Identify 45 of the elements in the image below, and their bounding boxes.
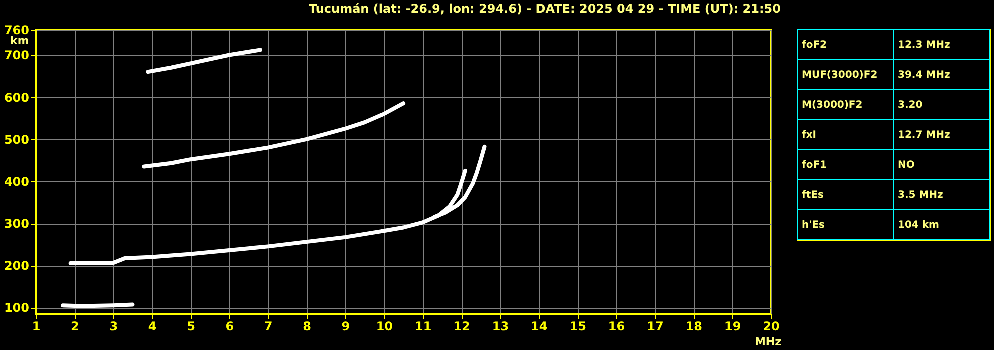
- y-tick-label: 300: [4, 217, 30, 232]
- x-tick-label: 15: [570, 320, 586, 334]
- x-tick-label: 12: [454, 320, 470, 334]
- text: 3.5 MHz: [898, 190, 944, 201]
- y-tick-label: 500: [4, 132, 30, 147]
- text: 3.20: [898, 100, 923, 111]
- y-tick-label: 600: [4, 90, 30, 105]
- x-tick-label: 4: [148, 320, 157, 334]
- x-tick-label: 20: [763, 320, 780, 334]
- x-tick-label: 3: [110, 320, 118, 334]
- text: ftEs: [802, 190, 824, 201]
- x-tick-label: 19: [724, 320, 742, 334]
- x-tick-label: 1: [32, 320, 41, 334]
- text: 104 km: [898, 220, 940, 231]
- text: 12.7 MHz: [898, 130, 950, 141]
- x-axis-title: MHz: [754, 336, 782, 348]
- x-tick-label: 6: [226, 320, 234, 334]
- text: foF1: [802, 160, 828, 171]
- x-tick-label: 7: [264, 320, 273, 334]
- text: MUF(3000)F2: [802, 70, 878, 81]
- x-tick-label: 5: [187, 320, 196, 334]
- text: h'Es: [802, 220, 826, 231]
- chart-title: Tucumán (lat: -26.9, lon: 294.6) - DATE: 2025 04 29 - TIME (UT): 21:50: [309, 2, 781, 16]
- y-tick-label: 700: [4, 48, 30, 63]
- text: 39.4 MHz: [898, 70, 950, 81]
- x-tick-label: 17: [647, 320, 664, 334]
- x-tick-label: 18: [686, 320, 702, 334]
- y-axis-title: km: [10, 34, 30, 48]
- x-tick-label: 11: [414, 320, 432, 334]
- x-tick-label: 8: [303, 320, 312, 334]
- x-tick-label: 14: [531, 320, 548, 334]
- x-tick-label: 13: [492, 320, 510, 334]
- y-tick-label: 760: [4, 24, 30, 38]
- x-tick-label: 9: [342, 320, 350, 334]
- x-tick-label: 16: [608, 320, 626, 334]
- text: fxI: [802, 130, 817, 141]
- y-tick-label: 100: [4, 301, 30, 316]
- x-tick-label: 2: [71, 320, 80, 334]
- text: foF2: [802, 40, 828, 51]
- y-tick-label: 200: [4, 259, 30, 274]
- text: M(3000)F2: [802, 100, 863, 111]
- y-tick-label: 400: [4, 174, 30, 189]
- x-tick-label: 10: [376, 320, 394, 334]
- text: NO: [898, 160, 915, 171]
- text: 12.3 MHz: [898, 40, 950, 51]
